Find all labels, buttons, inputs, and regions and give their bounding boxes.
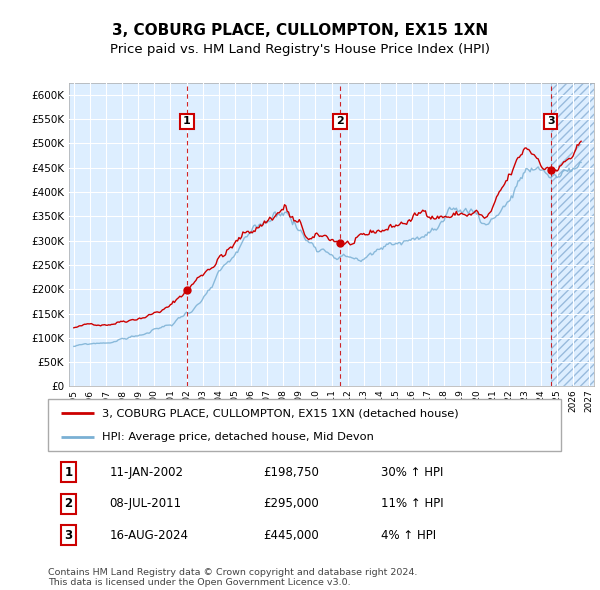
Bar bbox=[551, 83, 594, 386]
Text: 11% ↑ HPI: 11% ↑ HPI bbox=[382, 497, 444, 510]
Text: 3: 3 bbox=[547, 116, 554, 126]
Text: 2: 2 bbox=[64, 497, 73, 510]
Text: 11-JAN-2002: 11-JAN-2002 bbox=[110, 466, 184, 479]
Text: £198,750: £198,750 bbox=[263, 466, 319, 479]
Text: 1: 1 bbox=[183, 116, 191, 126]
Text: 2: 2 bbox=[336, 116, 344, 126]
Text: 1: 1 bbox=[64, 466, 73, 479]
Text: 3: 3 bbox=[64, 529, 73, 542]
Text: 30% ↑ HPI: 30% ↑ HPI bbox=[382, 466, 444, 479]
Text: Price paid vs. HM Land Registry's House Price Index (HPI): Price paid vs. HM Land Registry's House … bbox=[110, 43, 490, 56]
Text: 4% ↑ HPI: 4% ↑ HPI bbox=[382, 529, 437, 542]
Text: 16-AUG-2024: 16-AUG-2024 bbox=[110, 529, 188, 542]
Text: 3, COBURG PLACE, CULLOMPTON, EX15 1XN (detached house): 3, COBURG PLACE, CULLOMPTON, EX15 1XN (d… bbox=[102, 408, 458, 418]
Text: 3, COBURG PLACE, CULLOMPTON, EX15 1XN: 3, COBURG PLACE, CULLOMPTON, EX15 1XN bbox=[112, 24, 488, 38]
Text: HPI: Average price, detached house, Mid Devon: HPI: Average price, detached house, Mid … bbox=[102, 432, 374, 442]
Text: £445,000: £445,000 bbox=[263, 529, 319, 542]
Text: £295,000: £295,000 bbox=[263, 497, 319, 510]
Text: 08-JUL-2011: 08-JUL-2011 bbox=[110, 497, 182, 510]
Text: Contains HM Land Registry data © Crown copyright and database right 2024.
This d: Contains HM Land Registry data © Crown c… bbox=[48, 568, 418, 587]
FancyBboxPatch shape bbox=[48, 399, 561, 451]
